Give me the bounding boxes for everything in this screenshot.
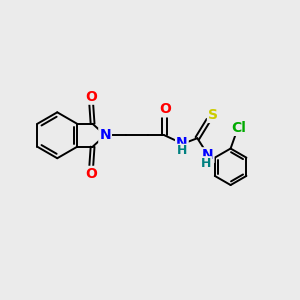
Text: N: N xyxy=(176,136,188,150)
Text: Cl: Cl xyxy=(231,121,246,135)
Text: O: O xyxy=(159,102,171,116)
Text: H: H xyxy=(201,157,211,170)
Text: H: H xyxy=(177,144,187,158)
Text: O: O xyxy=(85,90,97,104)
Text: O: O xyxy=(85,167,97,181)
Text: N: N xyxy=(99,128,111,142)
Text: N: N xyxy=(202,148,213,162)
Text: S: S xyxy=(208,108,218,122)
